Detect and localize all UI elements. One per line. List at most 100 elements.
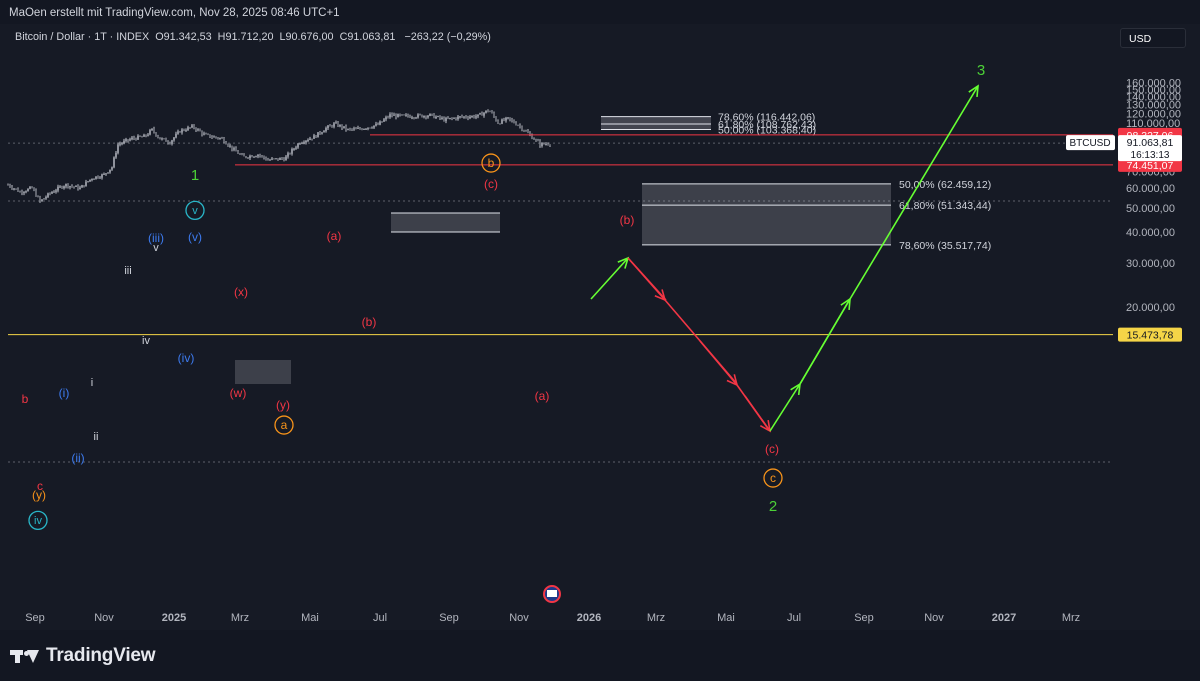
fib-upper-box: [601, 116, 711, 130]
wave-label: (b): [620, 213, 635, 227]
candle: [519, 123, 521, 129]
candle: [483, 112, 485, 118]
chart-pane[interactable]: [0, 24, 1200, 630]
candle: [429, 113, 431, 117]
candle: [161, 137, 163, 141]
tradingview-logo[interactable]: TradingView: [10, 645, 156, 667]
candle: [377, 122, 379, 126]
candle: [511, 117, 513, 123]
candle: [225, 141, 227, 145]
candle: [321, 131, 323, 135]
candle: [405, 113, 407, 117]
candle: [515, 121, 517, 126]
y-tick-label: 120.000,00: [1126, 108, 1181, 120]
x-tick-label: 2026: [577, 612, 601, 624]
y-tick-label: 20.000,00: [1126, 302, 1175, 314]
candle: [113, 156, 115, 169]
candle: [355, 127, 357, 130]
top-zone-box: [391, 213, 500, 232]
candle: [533, 137, 535, 141]
wave-label: (a): [327, 229, 342, 243]
candle: [509, 117, 511, 122]
candle: [437, 115, 439, 118]
wave-label: 2: [769, 498, 777, 515]
candle: [427, 114, 429, 119]
projection-arrow-up-b: [590, 257, 629, 300]
candle: [105, 173, 107, 176]
candle: [477, 114, 479, 119]
candle: [107, 172, 109, 174]
wave-label: iii: [124, 265, 131, 277]
candle: [65, 183, 67, 189]
candle: [373, 125, 375, 129]
candle: [83, 185, 85, 188]
candle: [297, 143, 299, 149]
candle: [545, 142, 547, 146]
candle: [213, 135, 215, 138]
candle: [27, 188, 29, 192]
wave-label: (iv): [178, 351, 195, 365]
y-tick-label: 150.000,00: [1126, 84, 1181, 96]
candle: [501, 118, 503, 125]
wave-label-circle: [481, 153, 501, 173]
candle: [121, 141, 123, 146]
y-tick-label: 160.000,00: [1126, 77, 1181, 89]
candle: [111, 166, 113, 171]
candle: [363, 128, 365, 131]
candle: [99, 176, 101, 179]
candle: [349, 127, 351, 131]
change-value: −263,22 (−0,29%): [404, 31, 491, 43]
candle: [85, 179, 87, 187]
candle: [303, 140, 305, 145]
candle: [395, 113, 397, 120]
candle: [189, 126, 191, 129]
candle: [279, 157, 281, 160]
candle: [259, 153, 261, 158]
candle: [69, 185, 71, 190]
candle: [289, 152, 291, 155]
projection-arrow-up-2: [799, 298, 851, 385]
projection-arrow-down-1: [627, 257, 666, 301]
candle: [243, 153, 245, 157]
candle: [171, 139, 173, 146]
currency-button[interactable]: USD: [1120, 28, 1186, 48]
x-tick-label: 2025: [162, 612, 186, 624]
y-tick-label: 40.000,00: [1126, 227, 1175, 239]
candle: [227, 143, 229, 147]
candle: [271, 157, 273, 161]
candle: [301, 141, 303, 145]
candle: [293, 147, 295, 151]
candle: [175, 131, 177, 139]
x-tick-label: Nov: [924, 612, 944, 624]
wave-label: (a): [535, 389, 550, 403]
candle: [333, 122, 335, 129]
candle: [281, 157, 283, 160]
candle: [461, 114, 463, 118]
candle: [223, 136, 225, 144]
wave-label-circle: [763, 468, 783, 488]
candle: [399, 113, 401, 117]
candle: [159, 137, 161, 140]
price-tag-text: 15.473,78: [1127, 330, 1174, 342]
footer-bar: [0, 630, 1200, 681]
candle: [417, 113, 419, 119]
wave-label: (w): [230, 386, 247, 400]
candle: [411, 115, 413, 120]
candle: [463, 116, 465, 119]
candle: [53, 190, 55, 193]
candle: [305, 140, 307, 145]
candle: [143, 133, 145, 137]
candle: [269, 158, 271, 161]
candle: [7, 183, 9, 186]
symbol-name[interactable]: Bitcoin / Dollar · 1T · INDEX: [15, 31, 150, 43]
candle: [263, 155, 265, 160]
open-label: O: [155, 31, 164, 43]
candle: [49, 192, 51, 196]
candle: [527, 129, 529, 134]
y-tick-label: 30.000,00: [1126, 258, 1175, 270]
candle: [199, 128, 201, 132]
high-label: H: [217, 31, 226, 43]
candle: [33, 187, 35, 192]
candle: [137, 134, 139, 140]
candle: [239, 153, 241, 155]
